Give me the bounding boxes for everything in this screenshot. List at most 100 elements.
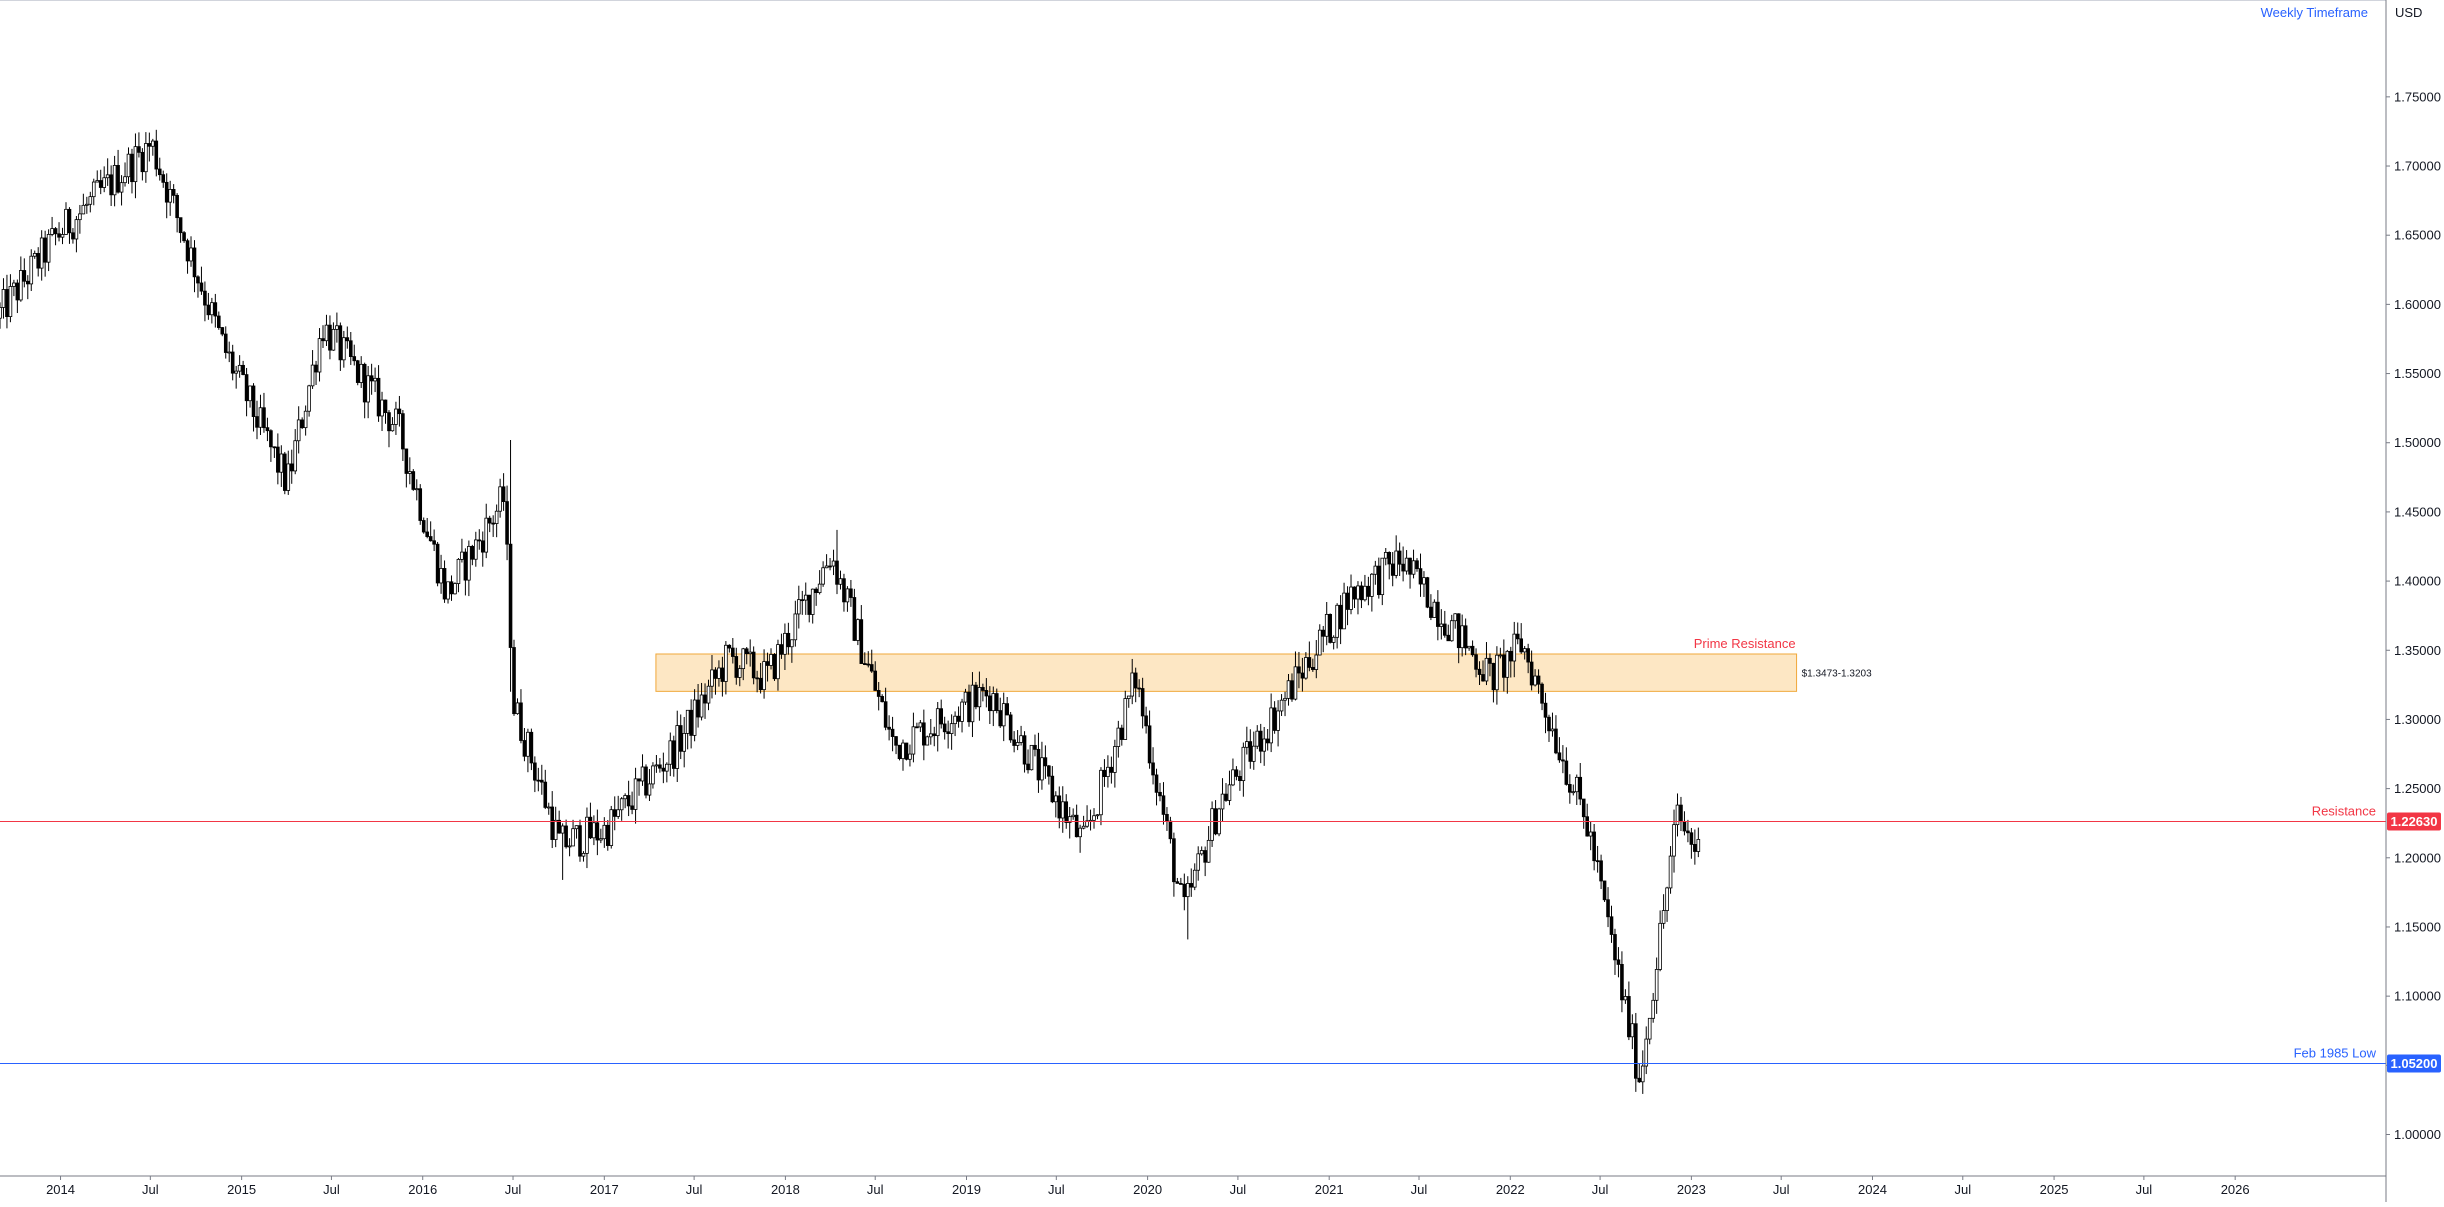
candle-body bbox=[394, 408, 398, 425]
price-tick-label: 1.10000 bbox=[2394, 989, 2441, 1004]
candle-body bbox=[348, 340, 353, 357]
candle-body bbox=[1467, 645, 1471, 649]
candle-body bbox=[1453, 613, 1458, 622]
candle-body bbox=[744, 648, 749, 655]
candle-body bbox=[366, 375, 370, 403]
candle-body bbox=[442, 568, 447, 600]
candle-body bbox=[1015, 742, 1020, 746]
candle-body bbox=[338, 325, 343, 361]
candle-body bbox=[1064, 801, 1069, 823]
candle-body bbox=[1120, 727, 1124, 740]
candle-body bbox=[963, 691, 968, 703]
candle-body bbox=[1696, 839, 1701, 852]
candle-body bbox=[522, 740, 527, 757]
candle-body bbox=[1529, 661, 1534, 686]
candle-body bbox=[1307, 657, 1312, 668]
timeframe-label: Weekly Timeframe bbox=[2261, 5, 2368, 20]
price-axis[interactable]: 1.75000 1.70000 1.65000 1.60000 1.55000 1.500… bbox=[2386, 89, 2441, 1142]
candle-body bbox=[199, 282, 204, 292]
price-tick-label: 1.75000 bbox=[2394, 89, 2441, 104]
candle-body bbox=[1036, 748, 1041, 781]
candle-body bbox=[324, 324, 329, 342]
candle-body bbox=[713, 669, 718, 679]
candle-body bbox=[491, 522, 495, 525]
candle-body bbox=[81, 204, 86, 215]
candle-body bbox=[1404, 557, 1409, 572]
candle-body bbox=[1286, 680, 1291, 699]
candle-body bbox=[1342, 592, 1346, 630]
candle-body bbox=[1331, 636, 1336, 643]
candle-body bbox=[640, 766, 645, 782]
candle-body bbox=[456, 558, 461, 584]
candle-body bbox=[1189, 883, 1194, 888]
candle-body bbox=[1033, 744, 1037, 750]
candle-body bbox=[432, 540, 436, 545]
candle-body bbox=[977, 687, 982, 708]
candle-body bbox=[1008, 714, 1013, 741]
candle-body bbox=[883, 701, 888, 728]
candle-body bbox=[289, 463, 294, 472]
candle-body bbox=[564, 825, 568, 848]
candle-body bbox=[1686, 830, 1690, 834]
candle-body bbox=[1564, 760, 1569, 785]
candle-body bbox=[1401, 563, 1405, 572]
candle-body bbox=[1165, 813, 1169, 822]
candle-body bbox=[307, 385, 311, 412]
candle-body bbox=[1644, 1038, 1649, 1067]
resistance-price-tag bbox=[2387, 812, 2441, 831]
candle-body bbox=[1026, 763, 1030, 771]
candle-body bbox=[803, 594, 808, 601]
candle-body bbox=[1658, 922, 1662, 970]
time-tick-label: 2024 bbox=[1858, 1182, 1887, 1197]
candle-body bbox=[22, 270, 27, 282]
time-tick-label: Jul bbox=[505, 1182, 522, 1197]
candle-body bbox=[5, 289, 9, 318]
candle-body bbox=[1199, 850, 1204, 855]
time-tick-label: Jul bbox=[1592, 1182, 1609, 1197]
candle-body bbox=[12, 282, 16, 287]
candle-body bbox=[151, 140, 155, 147]
time-axis[interactable]: 2014 Jul 2015 Jul 2016 Jul 2017 Jul 2018 Jul 2019 J… bbox=[46, 1176, 2250, 1197]
candle-body bbox=[935, 708, 940, 737]
candle-body bbox=[1474, 654, 1478, 670]
candle-body bbox=[1519, 638, 1524, 653]
candle-body bbox=[1206, 839, 1211, 863]
candle-body bbox=[328, 324, 332, 351]
candle-body bbox=[1185, 883, 1190, 898]
candle-body bbox=[762, 661, 766, 691]
candle-body bbox=[988, 695, 992, 712]
candle-body bbox=[508, 543, 513, 648]
candle-body bbox=[91, 181, 96, 198]
candle-body bbox=[1255, 730, 1260, 747]
candle-body bbox=[1436, 601, 1440, 627]
candle-body bbox=[737, 668, 742, 678]
candle-body bbox=[1484, 657, 1489, 682]
time-tick-label: Jul bbox=[686, 1182, 703, 1197]
candle-body bbox=[1693, 843, 1697, 852]
resistance-label: Resistance bbox=[2312, 804, 2376, 819]
candle-body bbox=[258, 407, 263, 428]
candle-body bbox=[1547, 716, 1551, 732]
candle-body bbox=[911, 726, 916, 755]
candle-body bbox=[1262, 738, 1266, 752]
candle-body bbox=[991, 693, 996, 712]
candle-body bbox=[1568, 784, 1572, 793]
candle-body bbox=[161, 174, 166, 183]
candle-body bbox=[786, 632, 791, 648]
candle-body bbox=[869, 664, 874, 672]
candle-body bbox=[376, 377, 381, 417]
candle-body bbox=[661, 767, 666, 772]
prime-resistance-zone[interactable] bbox=[655, 653, 1798, 692]
candle-body bbox=[251, 385, 256, 417]
candle-body bbox=[1317, 629, 1322, 656]
candle-body bbox=[1373, 565, 1378, 575]
candle-body bbox=[57, 233, 61, 238]
candle-body bbox=[1057, 795, 1062, 819]
candle-body bbox=[1102, 769, 1107, 778]
candle-body bbox=[1495, 654, 1499, 691]
candle-body bbox=[1460, 625, 1464, 649]
candle-body bbox=[1606, 899, 1610, 918]
resistance-price-tag-text: 1.22630 bbox=[2391, 814, 2438, 829]
